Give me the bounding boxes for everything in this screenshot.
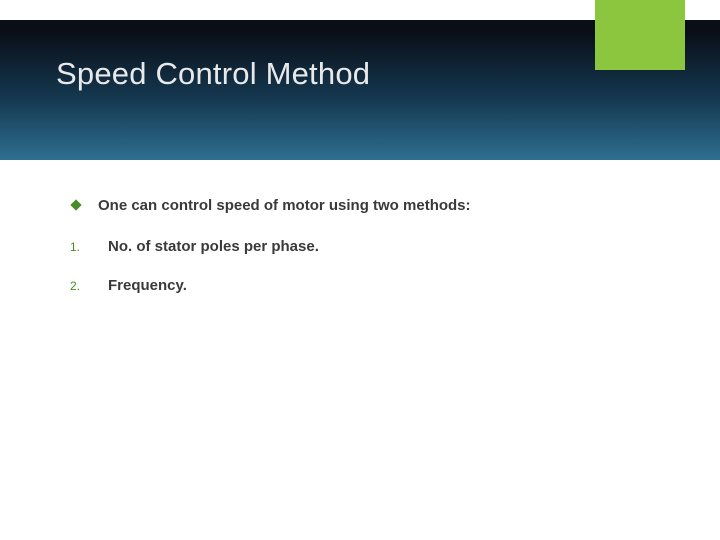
accent-block: [595, 0, 685, 70]
list-text: No. of stator poles per phase.: [108, 236, 319, 257]
slide-title: Speed Control Method: [56, 56, 370, 92]
intro-text: One can control speed of motor using two…: [98, 195, 471, 216]
slide: Speed Control Method One can control spe…: [0, 0, 720, 540]
list-item: 1. No. of stator poles per phase.: [70, 236, 660, 257]
intro-bullet-row: One can control speed of motor using two…: [70, 195, 660, 216]
list-number: 2.: [70, 279, 108, 293]
list-item: 2. Frequency.: [70, 275, 660, 296]
diamond-bullet-icon: [70, 196, 98, 216]
list-text: Frequency.: [108, 275, 187, 296]
list-number: 1.: [70, 240, 108, 254]
content-area: One can control speed of motor using two…: [70, 195, 660, 314]
